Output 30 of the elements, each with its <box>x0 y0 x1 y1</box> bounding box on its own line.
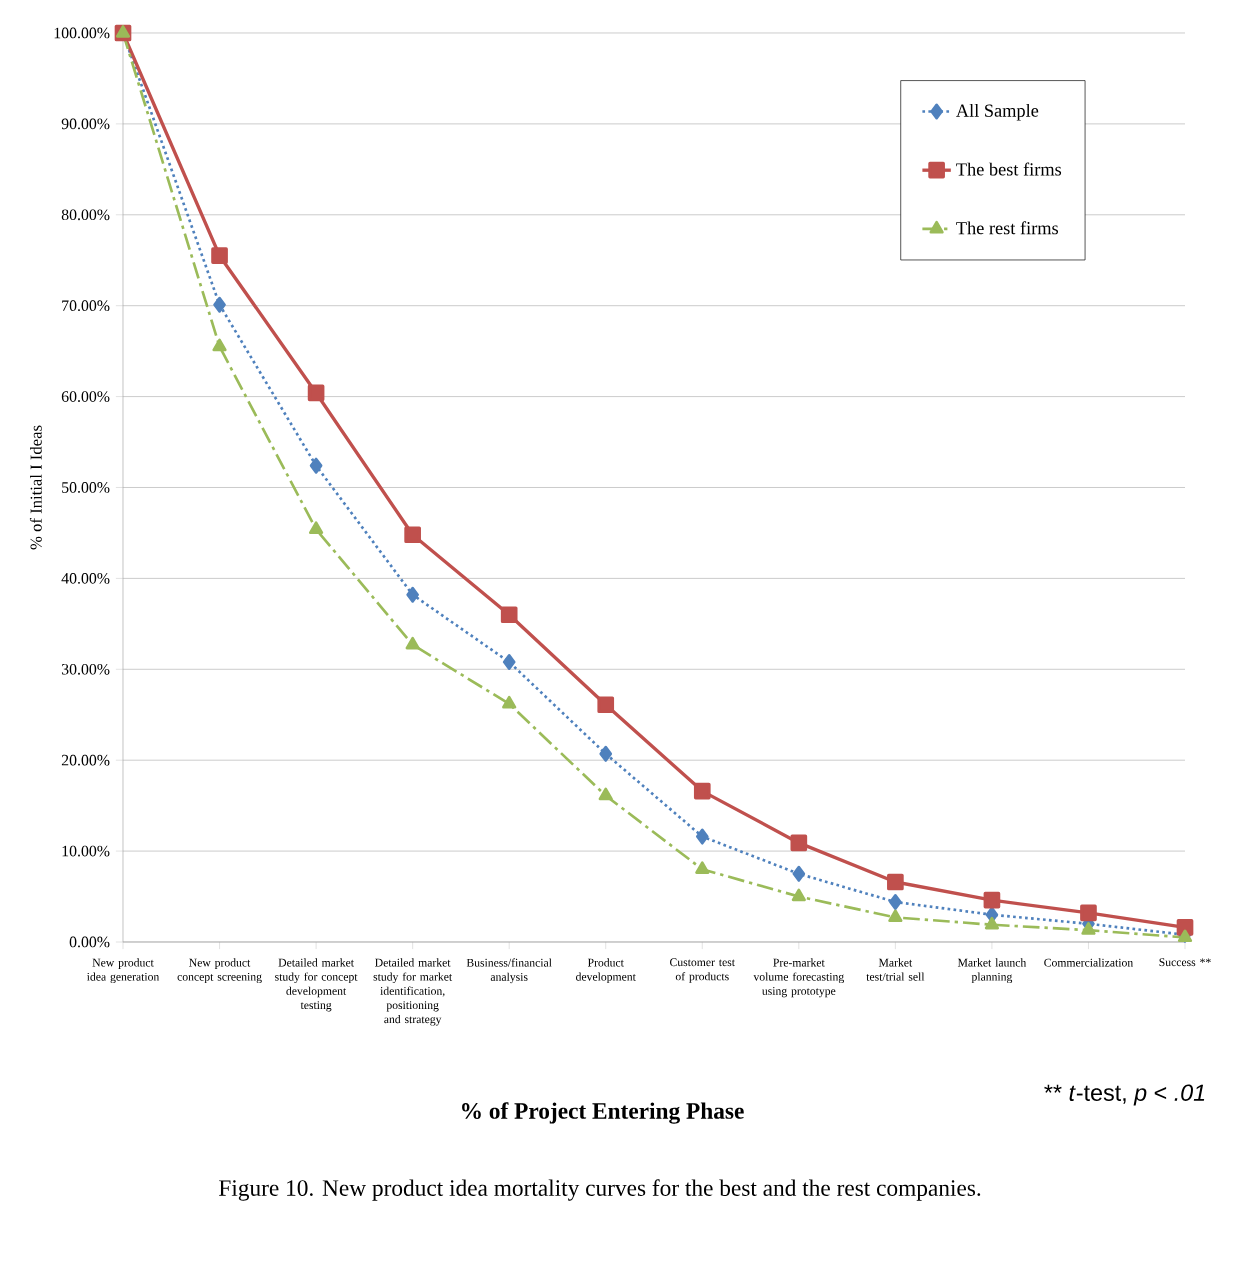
y-tick-label: 40.00% <box>61 573 110 584</box>
x-tick-label: Pre-market volume forecasting using prototype <box>753 958 844 998</box>
y-axis-title: % of Initial I Ideas <box>29 425 42 550</box>
x-tick-label: Success ** <box>1159 958 1211 967</box>
y-tick-label: 60.00% <box>61 391 110 402</box>
x-tick-label: New product idea generation <box>86 958 160 984</box>
y-tick-label: 90.00% <box>61 118 110 130</box>
y-tick-label: 50.00% <box>62 482 110 493</box>
caption: Figure 10. New product idea mortality curves for the best and the rest companies. <box>219 1179 981 1201</box>
y-tick-label: 80.00% <box>61 209 110 221</box>
legend-label: The best firms <box>956 162 1062 176</box>
x-tick-label: Product development <box>576 958 636 984</box>
x-tick-label: Business/financial analysis <box>466 958 552 984</box>
y-tick-label: 30.00% <box>61 663 110 675</box>
x-axis-title: % of Project Entering Phase <box>462 1102 744 1124</box>
y-tick-label: 100.00% <box>54 27 110 39</box>
x-tick-label: Market test/trial sell <box>866 958 925 981</box>
x-tick-label: Detailed market study for market identification, positioning and strategy <box>373 958 453 1026</box>
y-tick-label: 10.00% <box>62 845 110 857</box>
x-tick-label: New product concept screening <box>177 958 262 984</box>
y-tick-label: 20.00% <box>61 754 110 766</box>
y-tick-label: 70.00% <box>62 300 110 312</box>
x-tick-label: Customer test of products <box>670 958 735 983</box>
y-tick-label: 0.00% <box>69 936 110 948</box>
legend-label: The rest firms <box>956 221 1059 235</box>
x-tick-label: Market launch planning <box>957 958 1027 984</box>
text: ** t-test, p < .01 <box>1044 1084 1205 1106</box>
x-tick-label: Commercialization <box>1044 958 1134 967</box>
legend-label: All Sample <box>956 103 1039 121</box>
x-tick-label: Detailed market study for concept development testing <box>275 958 358 1012</box>
